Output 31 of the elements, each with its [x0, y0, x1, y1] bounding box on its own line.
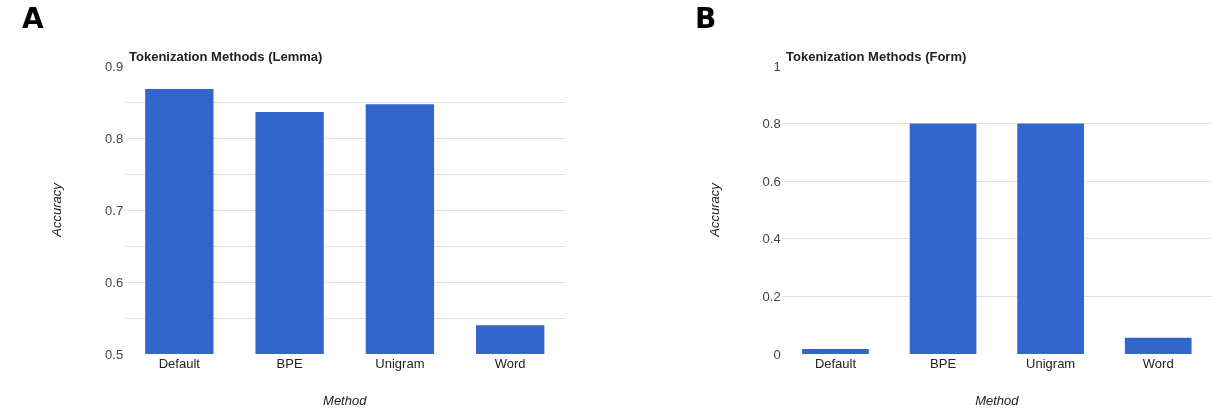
y-tick-label: 0.2	[762, 288, 781, 304]
x-tick-label: BPE	[276, 356, 303, 371]
y-tick-label: 0.6	[105, 274, 124, 290]
y-tick-label: 0.8	[105, 130, 124, 146]
text: A	[22, 2, 44, 35]
bar	[909, 123, 977, 354]
bar	[802, 349, 869, 354]
y-tick-label: 0.8	[762, 116, 781, 132]
text: B	[695, 2, 717, 35]
bar	[1017, 123, 1084, 354]
x-tick-label: Unigram	[1026, 356, 1076, 371]
y-tick-label: 0.7	[105, 202, 124, 218]
x-axis-title: Method	[323, 392, 368, 408]
y-axis-title: Accuracy	[49, 181, 65, 238]
chart-title: Tokenization Methods (Lemma)	[129, 49, 323, 64]
chart-title: Tokenization Methods (Form)	[786, 49, 967, 64]
x-axis-title: Method	[975, 392, 1020, 408]
x-tick-label: Word	[494, 356, 526, 371]
x-tick-label: Word	[1142, 356, 1174, 371]
x-tick-label: Default	[814, 356, 857, 371]
y-tick-label: 0	[773, 346, 781, 362]
y-tick-label: 0.9	[105, 58, 124, 74]
y-tick-label: 0.4	[762, 231, 781, 247]
y-tick-label: 1	[773, 58, 781, 74]
y-axis-title: Accuracy	[706, 181, 722, 238]
x-tick-label: Default	[158, 356, 201, 371]
y-tick-label: 0.5	[105, 346, 124, 362]
x-tick-label: Unigram	[375, 356, 425, 371]
x-tick-label: BPE	[930, 356, 957, 371]
y-tick-label: 0.6	[762, 173, 781, 189]
bar	[1124, 337, 1192, 354]
